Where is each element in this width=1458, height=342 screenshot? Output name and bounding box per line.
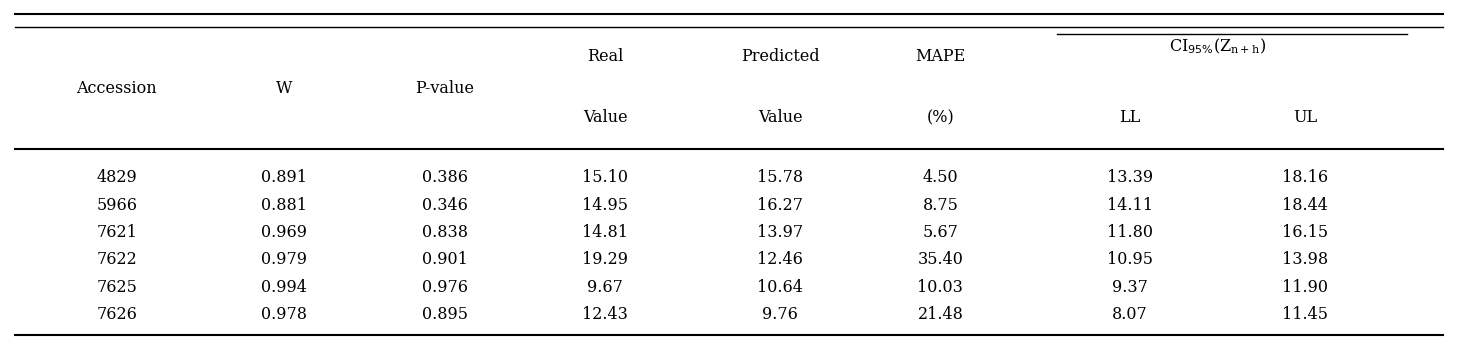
Text: 0.346: 0.346 bbox=[421, 197, 468, 214]
Text: 21.48: 21.48 bbox=[917, 306, 964, 323]
Text: 9.37: 9.37 bbox=[1112, 279, 1147, 296]
Text: 0.386: 0.386 bbox=[421, 169, 468, 186]
Text: 0.979: 0.979 bbox=[261, 251, 308, 268]
Text: 13.97: 13.97 bbox=[757, 224, 803, 241]
Text: CI$_{95\%}$(Z$_{\mathregular{n+h}}$): CI$_{95\%}$(Z$_{\mathregular{n+h}}$) bbox=[1169, 37, 1266, 56]
Text: 14.95: 14.95 bbox=[582, 197, 628, 214]
Text: 13.98: 13.98 bbox=[1282, 251, 1328, 268]
Text: W: W bbox=[276, 80, 293, 96]
Text: 5.67: 5.67 bbox=[923, 224, 958, 241]
Text: 12.46: 12.46 bbox=[757, 251, 803, 268]
Text: 11.90: 11.90 bbox=[1282, 279, 1328, 296]
Text: 4.50: 4.50 bbox=[923, 169, 958, 186]
Text: 0.901: 0.901 bbox=[421, 251, 468, 268]
Text: 14.11: 14.11 bbox=[1107, 197, 1153, 214]
Text: P-value: P-value bbox=[416, 80, 474, 96]
Text: 4829: 4829 bbox=[96, 169, 137, 186]
Text: 35.40: 35.40 bbox=[917, 251, 964, 268]
Text: 0.976: 0.976 bbox=[421, 279, 468, 296]
Text: 10.95: 10.95 bbox=[1107, 251, 1153, 268]
Text: 0.881: 0.881 bbox=[261, 197, 308, 214]
Text: 7625: 7625 bbox=[96, 279, 137, 296]
Text: 10.64: 10.64 bbox=[757, 279, 803, 296]
Text: 15.78: 15.78 bbox=[757, 169, 803, 186]
Text: LL: LL bbox=[1120, 109, 1140, 127]
Text: 0.969: 0.969 bbox=[261, 224, 308, 241]
Text: 0.891: 0.891 bbox=[261, 169, 308, 186]
Text: 0.838: 0.838 bbox=[421, 224, 468, 241]
Text: Value: Value bbox=[758, 109, 802, 127]
Text: 7621: 7621 bbox=[96, 224, 137, 241]
Text: 19.29: 19.29 bbox=[582, 251, 628, 268]
Text: 8.75: 8.75 bbox=[923, 197, 958, 214]
Text: 5966: 5966 bbox=[96, 197, 137, 214]
Text: 14.81: 14.81 bbox=[582, 224, 628, 241]
Text: UL: UL bbox=[1293, 109, 1317, 127]
Text: 0.895: 0.895 bbox=[421, 306, 468, 323]
Text: 10.03: 10.03 bbox=[917, 279, 964, 296]
Text: Accession: Accession bbox=[76, 80, 157, 96]
Text: 0.978: 0.978 bbox=[261, 306, 308, 323]
Text: 15.10: 15.10 bbox=[582, 169, 628, 186]
Text: 11.45: 11.45 bbox=[1282, 306, 1328, 323]
Text: 7622: 7622 bbox=[96, 251, 137, 268]
Text: MAPE: MAPE bbox=[916, 48, 965, 65]
Text: 9.76: 9.76 bbox=[763, 306, 798, 323]
Text: 13.39: 13.39 bbox=[1107, 169, 1153, 186]
Text: 8.07: 8.07 bbox=[1112, 306, 1147, 323]
Text: 7626: 7626 bbox=[96, 306, 137, 323]
Text: 9.67: 9.67 bbox=[588, 279, 623, 296]
Text: 16.15: 16.15 bbox=[1282, 224, 1328, 241]
Text: Real: Real bbox=[588, 48, 623, 65]
Text: Value: Value bbox=[583, 109, 627, 127]
Text: 16.27: 16.27 bbox=[757, 197, 803, 214]
Text: 12.43: 12.43 bbox=[582, 306, 628, 323]
Text: 18.16: 18.16 bbox=[1282, 169, 1328, 186]
Text: (%): (%) bbox=[926, 109, 955, 127]
Text: Predicted: Predicted bbox=[741, 48, 819, 65]
Text: 0.994: 0.994 bbox=[261, 279, 308, 296]
Text: 11.80: 11.80 bbox=[1107, 224, 1153, 241]
Text: 18.44: 18.44 bbox=[1282, 197, 1328, 214]
